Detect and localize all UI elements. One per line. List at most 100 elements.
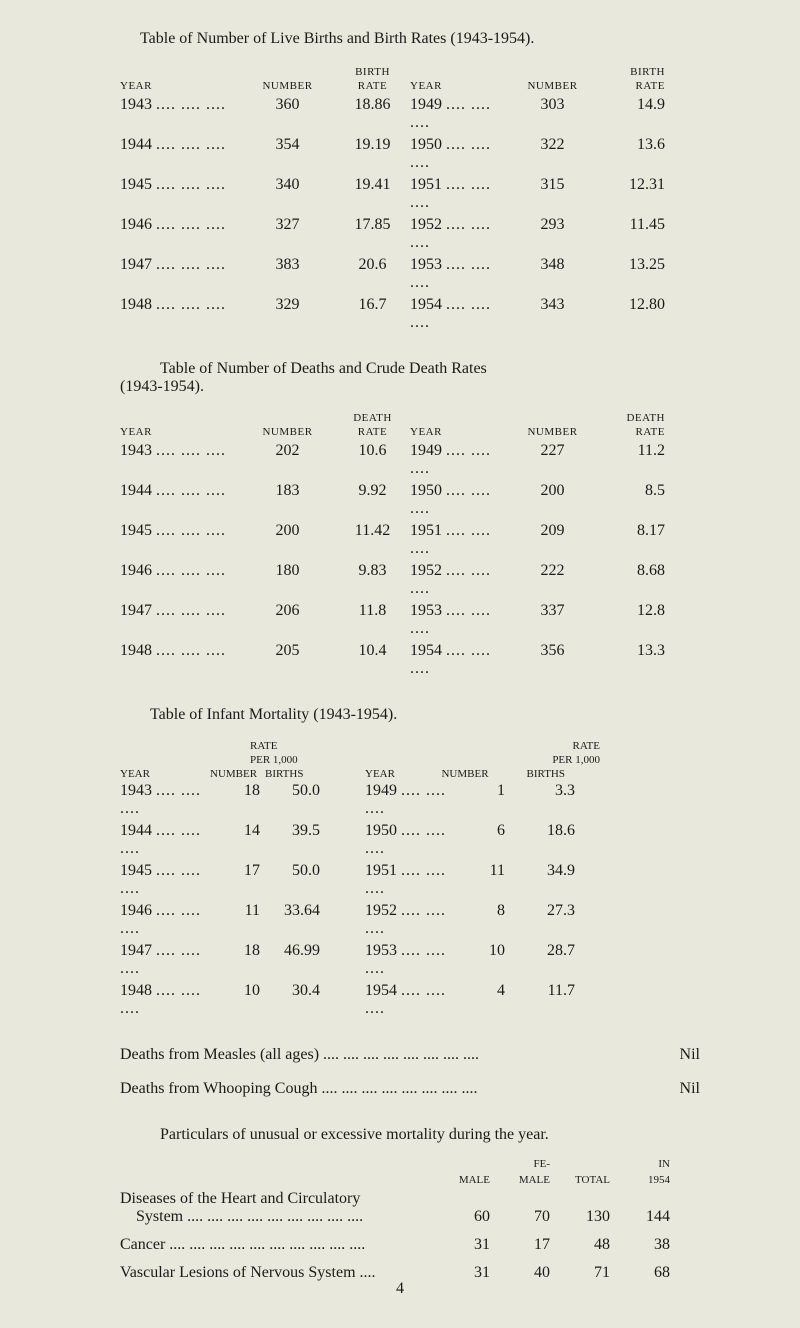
num-cell: 303	[510, 96, 595, 132]
infant-births-h: BIRTHS	[265, 768, 335, 780]
mort-header-1: FE- IN	[120, 1158, 700, 1170]
mort-male-val: 31	[430, 1264, 490, 1282]
num-cell: 18	[220, 782, 260, 818]
mort-male-val: 60	[430, 1208, 490, 1226]
rate-cell: 13.3	[595, 642, 665, 678]
mort-row: Vascular Lesions of Nervous System .... …	[120, 1264, 700, 1282]
deaths-row: 1946 .... .... .... 180 9.83 1952 .... .…	[120, 562, 700, 598]
num-cell: 327	[240, 216, 335, 252]
num-cell: 337	[510, 602, 595, 638]
num-cell: 6	[455, 822, 505, 858]
num-cell: 340	[240, 176, 335, 212]
deaths-table: Table of Number of Deaths and Crude Deat…	[120, 360, 700, 678]
header-death2: DEATH	[595, 412, 665, 424]
rate-cell: 9.83	[335, 562, 410, 598]
header-rate-d2: RATE	[595, 426, 665, 438]
num-cell: 1	[455, 782, 505, 818]
deaths-title: Table of Number of Deaths and Crude Deat…	[120, 360, 700, 396]
rate-cell: 19.19	[335, 136, 410, 172]
header-number-d: NUMBER	[240, 426, 335, 438]
measles-label: Deaths from Measles (all ages) .... ....…	[120, 1046, 479, 1064]
header-rate: RATE	[335, 80, 410, 92]
rate-cell: 14.9	[595, 96, 665, 132]
deaths-row: 1944 .... .... .... 183 9.92 1950 .... .…	[120, 482, 700, 518]
mort-total-val: 130	[550, 1208, 610, 1226]
mort-header-2: MALE MALE TOTAL 1954	[120, 1174, 700, 1186]
infant-year-h: YEAR	[120, 768, 210, 780]
num-cell: 200	[510, 482, 595, 518]
num-cell: 183	[240, 482, 335, 518]
infant-row: 1947 .... .... .... 18 46.99 1953 .... .…	[120, 942, 700, 978]
whooping-line: Deaths from Whooping Cough .... .... ...…	[120, 1080, 700, 1098]
rate-cell: 8.5	[595, 482, 665, 518]
header-rate-d: RATE	[335, 426, 410, 438]
mort-label: System .... .... .... .... .... .... ...…	[120, 1208, 430, 1226]
header-year-d2: YEAR	[410, 426, 510, 438]
rate-cell: 33.64	[260, 902, 335, 938]
births-row: 1948 .... .... .... 329 16.7 1954 .... .…	[120, 296, 700, 332]
header-rate2: RATE	[595, 80, 665, 92]
mort-in-val: 144	[610, 1208, 670, 1226]
infant-row: 1944 .... .... .... 14 39.5 1950 .... ..…	[120, 822, 700, 858]
infant-row: 1948 .... .... .... 10 30.4 1954 .... ..…	[120, 982, 700, 1018]
births-header-1: BIRTH BIRTH	[120, 66, 700, 78]
rate-cell: 50.0	[260, 782, 335, 818]
num-cell: 354	[240, 136, 335, 172]
deaths-row: 1948 .... .... .... 205 10.4 1954 .... .…	[120, 642, 700, 678]
births-row: 1944 .... .... .... 354 19.19 1950 .... …	[120, 136, 700, 172]
infant-num-h: NUMBER	[210, 768, 265, 780]
year-cell: 1953 .... .... ....	[335, 942, 455, 978]
header-birth2: BIRTH	[595, 66, 665, 78]
num-cell: 315	[510, 176, 595, 212]
year-cell: 1949 .... .... ....	[410, 442, 510, 478]
rate-cell: 50.0	[260, 862, 335, 898]
mort-female-val: 70	[490, 1208, 550, 1226]
header-number-d2: NUMBER	[510, 426, 595, 438]
num-cell: 348	[510, 256, 595, 292]
measles-line: Deaths from Measles (all ages) .... ....…	[120, 1046, 700, 1064]
mort-total-val: 71	[550, 1264, 610, 1282]
num-cell: 180	[240, 562, 335, 598]
rate-cell: 20.6	[335, 256, 410, 292]
num-cell: 8	[455, 902, 505, 938]
year-cell: 1952 .... .... ....	[335, 902, 455, 938]
rate-cell: 12.31	[595, 176, 665, 212]
deaths-title-a: Table of Number of Deaths and Crude Deat…	[160, 360, 487, 377]
rate-cell: 19.41	[335, 176, 410, 212]
rate-cell: 11.7	[505, 982, 575, 1018]
births-row: 1945 .... .... .... 340 19.41 1951 .... …	[120, 176, 700, 212]
year-cell: 1947 .... .... ....	[120, 602, 240, 638]
mort-row: System .... .... .... .... .... .... ...…	[120, 1208, 700, 1226]
births-table: Table of Number of Live Births and Birth…	[120, 30, 700, 332]
mort-female: MALE	[490, 1174, 550, 1186]
year-cell: 1952 .... .... ....	[410, 216, 510, 252]
year-cell: 1953 .... .... ....	[410, 602, 510, 638]
mort-label: Cancer .... .... .... .... .... .... ...…	[120, 1236, 430, 1254]
mortality-para: Particulars of unusual or excessive mort…	[120, 1126, 700, 1144]
num-cell: 356	[510, 642, 595, 678]
num-cell: 11	[455, 862, 505, 898]
year-cell: 1949 .... .... ....	[335, 782, 455, 818]
year-cell: 1950 .... .... ....	[410, 136, 510, 172]
header-year2: YEAR	[410, 80, 510, 92]
mort-male: MALE	[430, 1174, 490, 1186]
infant-title: Table of Infant Mortality (1943-1954).	[120, 706, 700, 724]
rate-cell: 10.4	[335, 642, 410, 678]
year-cell: 1945 .... .... ....	[120, 522, 240, 558]
mort-female-val: 17	[490, 1236, 550, 1254]
num-cell: 322	[510, 136, 595, 172]
rate-cell: 11.8	[335, 602, 410, 638]
year-cell: 1947 .... .... ....	[120, 942, 220, 978]
rate-cell: 3.3	[505, 782, 575, 818]
mort-in: IN	[610, 1158, 670, 1170]
num-cell: 227	[510, 442, 595, 478]
rate-cell: 34.9	[505, 862, 575, 898]
infant-header-2: PER 1,000 PER 1,000	[120, 754, 700, 766]
births-row: 1947 .... .... .... 383 20.6 1953 .... .…	[120, 256, 700, 292]
num-cell: 10	[455, 942, 505, 978]
infant-rate-h2: RATE	[530, 740, 600, 752]
deaths-title-b: (1943-1954).	[120, 378, 204, 395]
births-title: Table of Number of Live Births and Birth…	[120, 30, 700, 48]
year-cell: 1945 .... .... ....	[120, 176, 240, 212]
year-cell: 1948 .... .... ....	[120, 296, 240, 332]
